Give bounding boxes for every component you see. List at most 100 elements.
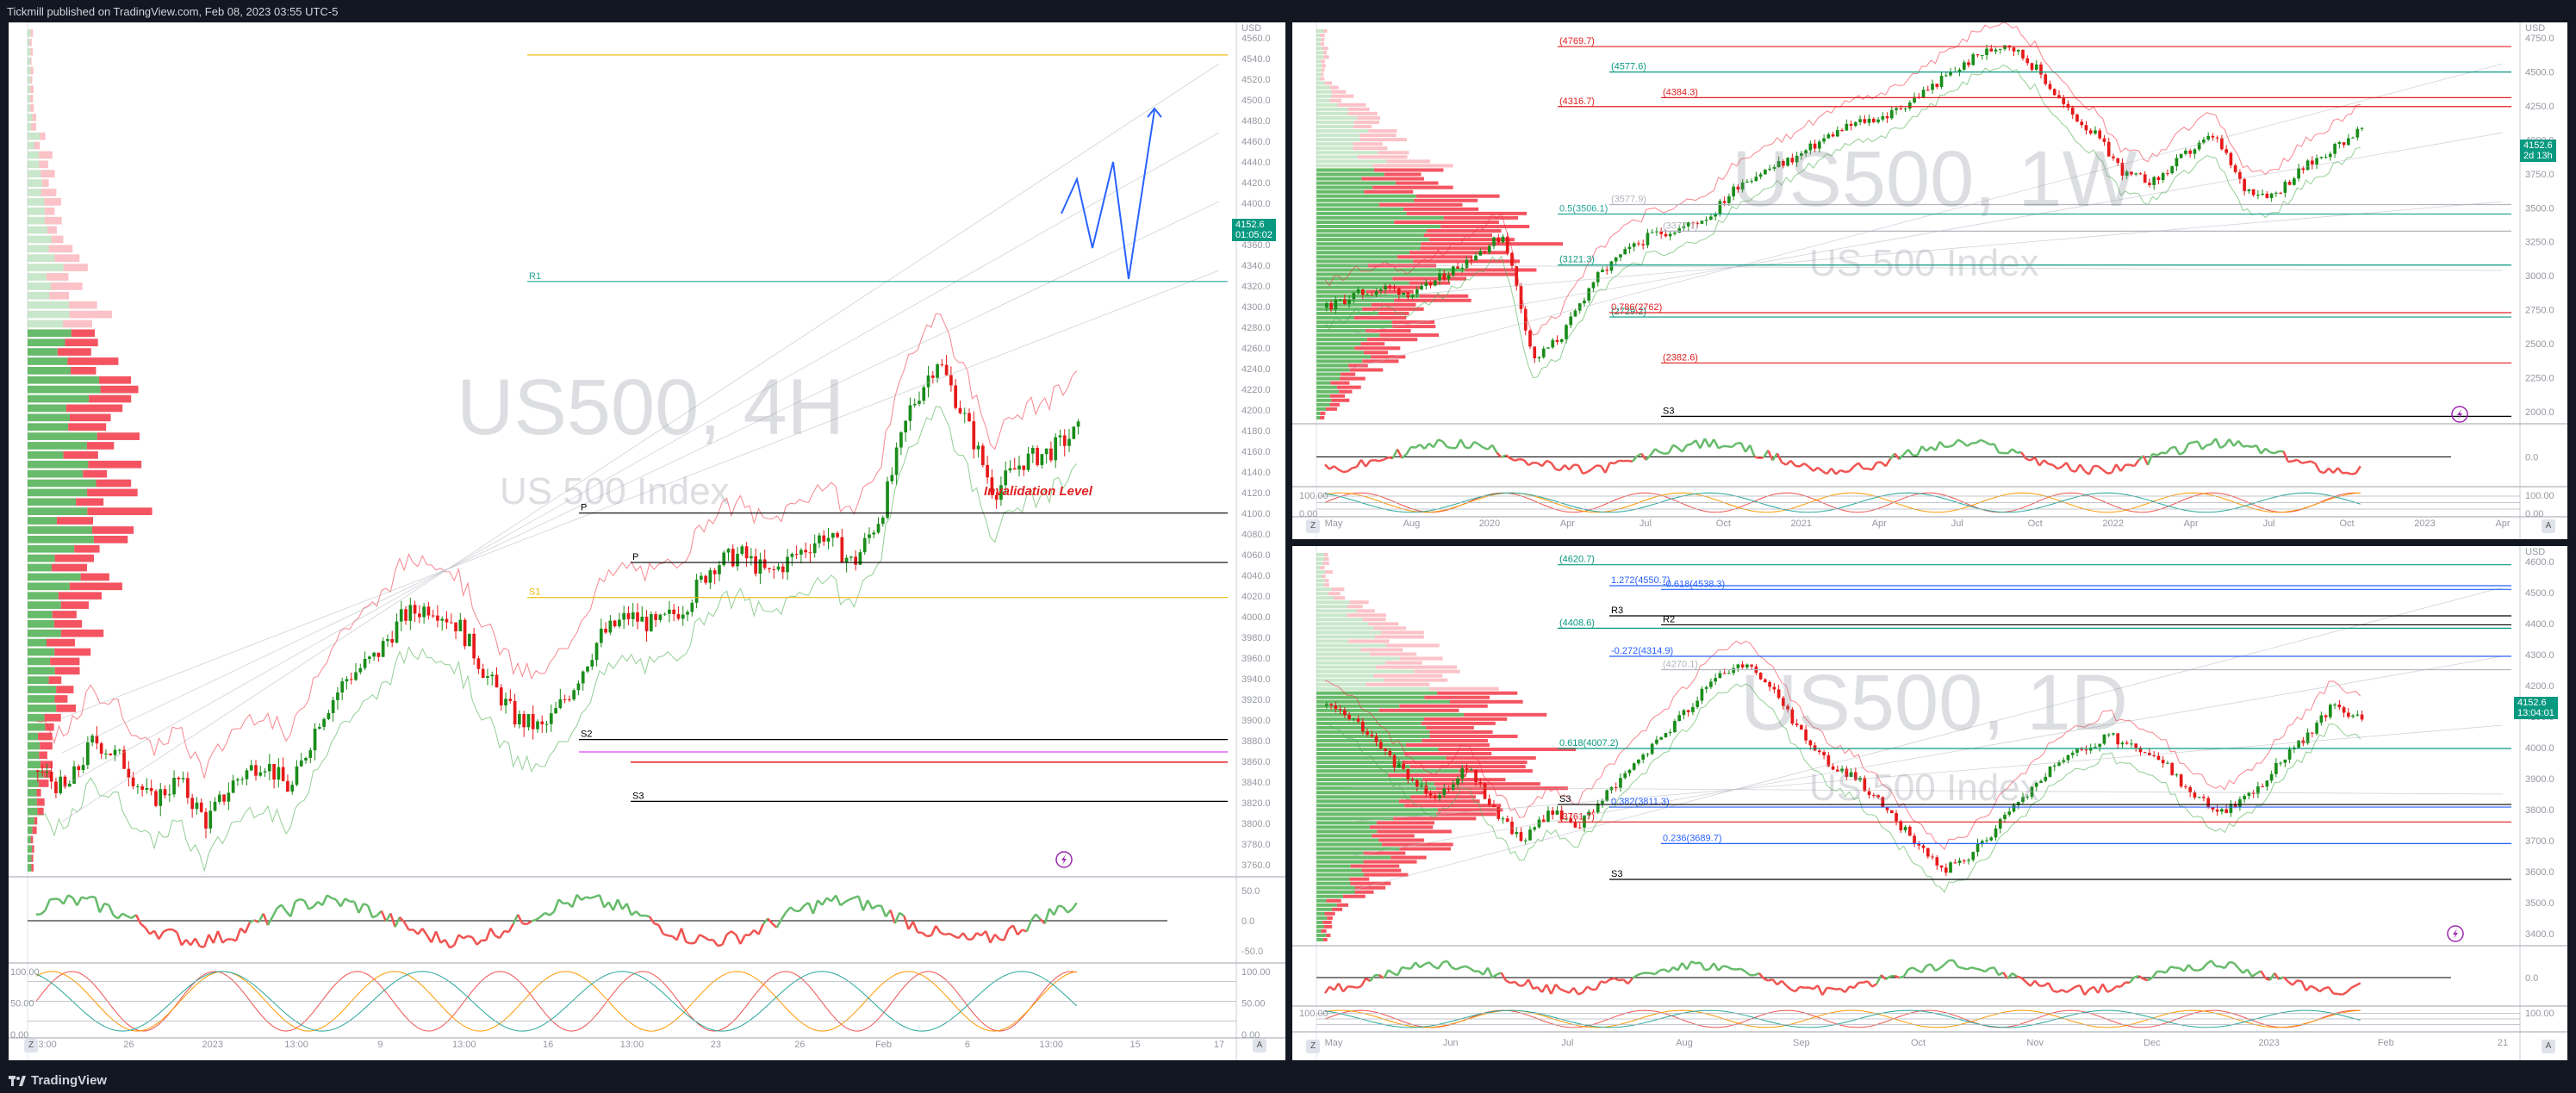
volume-bar-sell — [30, 104, 34, 112]
chart-panel-1d[interactable]: (4620.7) 1.272(4550.7) -0.618(4538.3) (4408… — [1292, 546, 2567, 1060]
osc-line-segment — [1324, 463, 1331, 470]
level-label: (4270.1) — [1663, 660, 1698, 670]
auto-scale-icon[interactable]: A — [2542, 519, 2555, 533]
candle-body — [2193, 149, 2197, 154]
candle-body — [1623, 249, 1627, 255]
candle-body — [622, 612, 626, 620]
level-label: S3 — [632, 791, 644, 801]
candle-body — [1998, 818, 2002, 829]
osc-line-segment — [1528, 978, 1534, 990]
candle-body — [2161, 760, 2165, 764]
volume-bar-buy — [1316, 708, 1379, 712]
volume-bar-sell — [1323, 55, 1329, 59]
auto-scale-icon[interactable]: A — [1253, 1039, 1266, 1053]
candle-body — [2215, 809, 2219, 812]
osc-line-segment — [1627, 978, 1633, 985]
osc-line-segment — [1365, 977, 1372, 983]
x-tick-label: Jul — [1561, 1038, 1573, 1048]
candle-body — [704, 575, 707, 583]
volume-bar-buy — [1316, 674, 1374, 678]
osc-line-segment — [258, 912, 264, 923]
candle-body — [2112, 156, 2115, 158]
osc-line-segment — [1604, 978, 1611, 984]
candle-body — [2297, 168, 2300, 179]
candle-body — [686, 612, 689, 615]
osc-line-segment — [2088, 985, 2094, 991]
volume-bar-sell — [87, 507, 152, 516]
y-tick-label: 4120.0 — [1241, 488, 1271, 499]
osc-line-segment — [2065, 462, 2072, 471]
osc-line-segment — [1392, 972, 1398, 977]
volume-bar-buy — [1316, 98, 1330, 102]
volume-bar-sell — [1357, 155, 1408, 159]
osc1-tick: 50.0 — [1241, 886, 1260, 897]
volume-bar-buy — [1316, 355, 1372, 359]
candle-body — [1347, 714, 1351, 719]
tradingview-brand[interactable]: TradingView — [9, 1073, 107, 1088]
level-label: (4316.7) — [1559, 96, 1595, 107]
candle-body — [1881, 116, 1885, 120]
volume-bar-sell — [1362, 618, 1386, 622]
candle-body — [980, 445, 985, 465]
zoom-corner-icon[interactable]: Z — [1306, 1040, 1320, 1053]
osc-line-segment — [216, 930, 224, 944]
volume-bar-buy — [28, 235, 52, 244]
candle-body — [518, 713, 521, 725]
volume-bar-buy — [1316, 691, 1438, 695]
candle-body — [331, 699, 335, 713]
osc-line-segment — [1011, 924, 1019, 935]
osc-line-segment — [1785, 984, 1792, 991]
osc-line-segment — [1478, 443, 1484, 449]
candle-body — [1953, 862, 1957, 864]
auto-scale-icon[interactable]: A — [2542, 1040, 2555, 1053]
zoom-corner-icon[interactable]: Z — [1306, 519, 1320, 533]
candle-body — [476, 658, 481, 669]
osc-line-segment — [1550, 462, 1557, 470]
volume-bar-buy — [1316, 411, 1321, 415]
y-tick-label: 4000.0 — [1241, 612, 1271, 623]
volume-bar-sell — [1353, 146, 1388, 151]
candle-body — [208, 810, 213, 829]
osc-line-segment — [1437, 961, 1444, 970]
osc-line-segment — [531, 918, 537, 922]
volume-bar-buy — [1316, 838, 1379, 842]
osc-line-segment — [1863, 980, 1869, 984]
candle-body — [1054, 437, 1058, 461]
candle-body — [649, 614, 653, 631]
candle-body — [2075, 114, 2079, 122]
zoom-corner-icon[interactable]: Z — [24, 1039, 38, 1053]
volume-bar-sell — [1410, 795, 1476, 799]
candle-body — [1559, 810, 1564, 820]
osc-line-segment — [208, 934, 215, 944]
candle-body — [1456, 779, 1459, 785]
osc-line-segment — [699, 934, 705, 938]
candle-body — [104, 753, 108, 755]
candle-body — [1433, 795, 1437, 798]
osc2-tick: 100.00 — [1241, 967, 1271, 978]
volume-bar-sell — [37, 807, 44, 816]
candle-body — [2283, 759, 2287, 763]
candle-body — [2179, 774, 2183, 787]
chart-panel-4h[interactable]: R1 P P S1 S2 S3 4560.0 4540.0 4520.0 4500.0 4480.0… — [9, 22, 1285, 1060]
candle-body — [1853, 772, 1857, 780]
osc-line-segment — [2161, 451, 2167, 455]
volume-bar-buy — [28, 141, 34, 150]
candle-body — [90, 736, 94, 742]
chart-panel-1w[interactable]: (4769.7) (4577.6) (4384.3) (4316.7) (3577.9)… — [1292, 22, 2567, 539]
y-tick-label: 4260.0 — [1241, 344, 1271, 354]
candle-body — [712, 570, 717, 574]
volume-bar-buy — [28, 629, 61, 637]
candle-body — [317, 726, 321, 729]
osc-line-segment — [1907, 966, 1913, 971]
candle-body — [994, 494, 999, 500]
osc-line-segment — [180, 939, 188, 947]
volume-bar-sell — [30, 76, 33, 84]
volume-bar-sell — [56, 705, 77, 712]
volume-bar-buy — [28, 657, 51, 666]
candle-body — [1442, 788, 1447, 796]
volume-bar-sell — [1437, 691, 1518, 695]
y-tick-label: 3900.0 — [1241, 716, 1271, 726]
osc-line-segment — [1577, 464, 1584, 475]
candle-body — [886, 481, 889, 519]
osc-line-segment — [1491, 973, 1498, 978]
